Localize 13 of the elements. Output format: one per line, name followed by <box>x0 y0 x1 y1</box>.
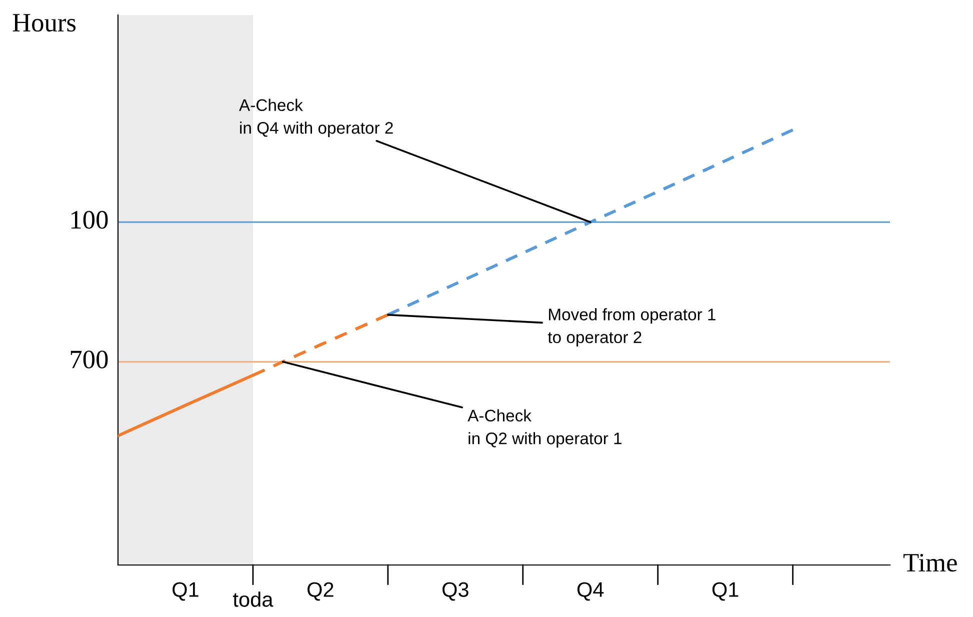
x-tick-label: toda <box>233 592 274 607</box>
text: 100 <box>71 210 108 229</box>
annotation: A-Check in Q4 with operator 2 <box>239 98 393 138</box>
x-tick-label: Q4 <box>577 582 604 601</box>
x-axis-title: Time <box>903 554 957 572</box>
text: 700 <box>70 350 108 368</box>
x-tick-label: Q3 <box>442 582 468 601</box>
x-tick-label: Q1 <box>172 582 198 601</box>
x-tick-label: Q2 <box>308 582 334 601</box>
y-axis-title: Hours <box>12 14 76 32</box>
x-tick-label: Q1 <box>712 582 738 601</box>
annotation: Moved from operator 1 to operator 2 <box>548 308 716 346</box>
annotation: A-Check in Q2 with operator 1 <box>468 409 622 448</box>
